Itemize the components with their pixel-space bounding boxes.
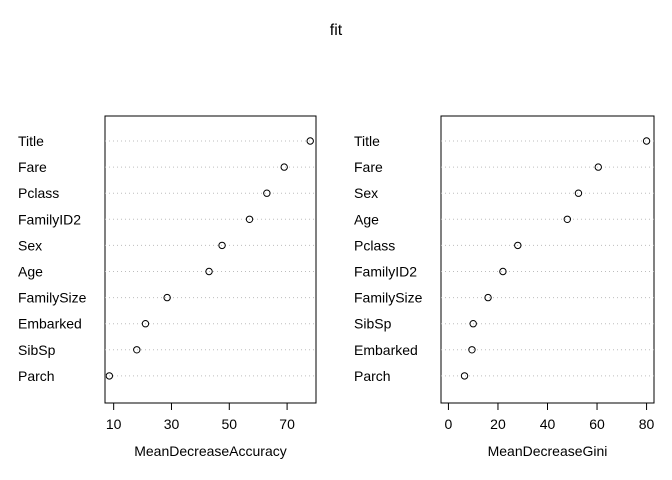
category-label: Embarked	[18, 316, 82, 332]
data-point	[218, 241, 226, 250]
category-label: Pclass	[354, 237, 395, 253]
x-tick-label: 50	[221, 416, 237, 432]
category-label: FamilyID2	[354, 264, 417, 280]
data-point	[205, 267, 213, 276]
category-label: Sex	[354, 185, 378, 201]
category-label: Fare	[18, 159, 47, 175]
x-tick-label: 40	[540, 416, 556, 432]
data-point	[245, 215, 254, 224]
category-label: Fare	[354, 159, 383, 175]
data-point	[514, 241, 522, 250]
category-label: Title	[354, 133, 380, 149]
data-point	[642, 137, 651, 145]
data-point	[563, 215, 572, 224]
category-label: Pclass	[18, 185, 59, 201]
x-axis-label: MeanDecreaseGini	[488, 443, 608, 459]
category-label: Embarked	[354, 342, 418, 358]
data-point	[306, 137, 314, 145]
data-point	[263, 189, 271, 197]
x-tick-label: 30	[164, 416, 180, 432]
x-tick-label: 20	[490, 416, 506, 432]
data-point	[574, 189, 583, 197]
data-point	[460, 372, 469, 380]
x-tick-label: 60	[589, 416, 605, 432]
data-point	[469, 320, 477, 328]
data-point	[499, 267, 507, 276]
data-point	[280, 163, 288, 171]
category-label: Parch	[18, 368, 55, 384]
category-label: FamilySize	[354, 290, 423, 306]
x-axis-label: MeanDecreaseAccuracy	[134, 443, 287, 459]
category-label: FamilyID2	[18, 211, 81, 227]
data-point	[105, 372, 114, 380]
panel-mean-decrease-accuracy: Title Fare Pclass FamilyID2 Sex Age FamilySize…	[18, 115, 317, 459]
x-tick-label: 70	[279, 416, 295, 432]
category-label: Parch	[354, 368, 391, 384]
data-point	[163, 293, 171, 302]
panel-mean-decrease-gini: Title Fare Sex Age Pclass FamilyID2 FamilySize…	[354, 115, 655, 459]
category-label: FamilySize	[18, 290, 87, 306]
category-label: SibSp	[18, 342, 56, 358]
data-point	[133, 346, 141, 354]
x-tick-label: 80	[639, 416, 655, 432]
x-tick-label: 10	[106, 416, 122, 432]
data-point	[141, 320, 150, 328]
plot-frame	[104, 115, 317, 404]
plot-frame	[440, 115, 655, 404]
x-tick-label: 0	[445, 416, 453, 432]
category-label: Age	[18, 264, 43, 280]
category-label: SibSp	[354, 316, 392, 332]
category-label: Age	[354, 211, 379, 227]
data-point	[594, 163, 602, 171]
data-point	[484, 293, 492, 302]
category-label: Title	[18, 133, 44, 149]
data-point	[468, 346, 476, 354]
category-label: Sex	[18, 237, 42, 253]
chart-title: fit	[330, 22, 343, 39]
